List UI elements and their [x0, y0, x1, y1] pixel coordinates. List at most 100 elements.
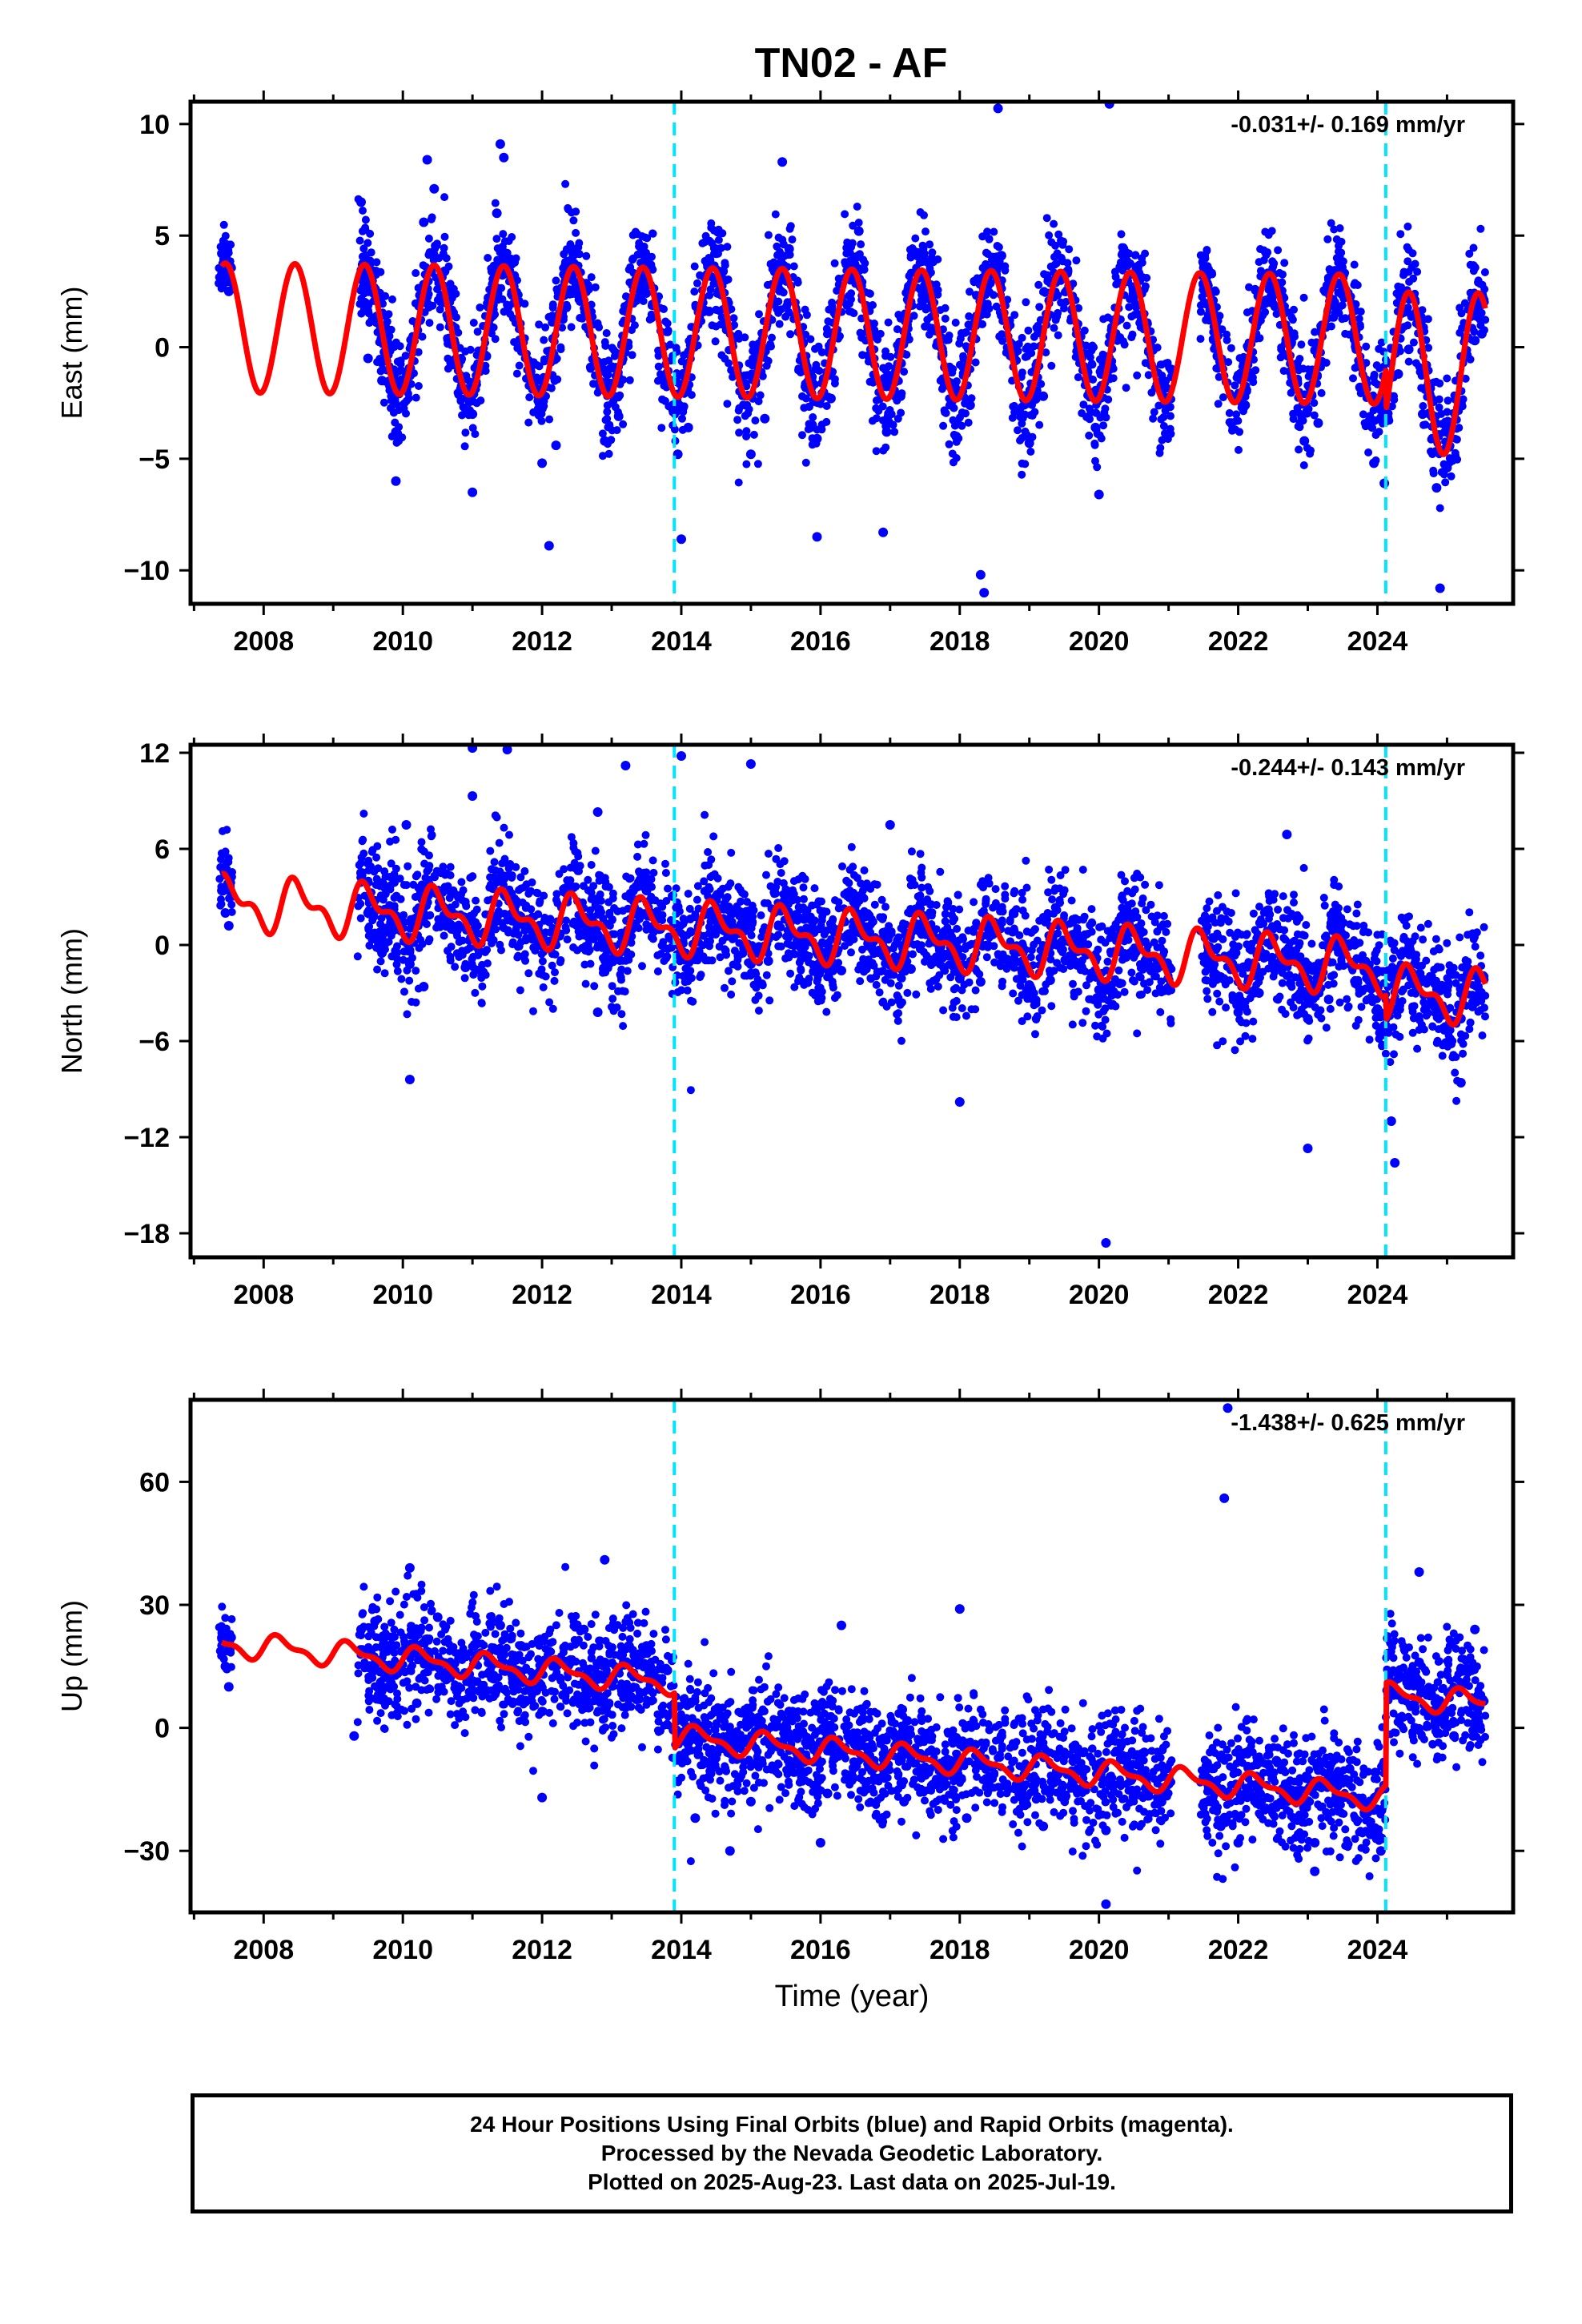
- data-point: [617, 1010, 626, 1019]
- data-point: [1203, 995, 1212, 1003]
- data-point: [604, 370, 612, 379]
- data-point: [970, 898, 978, 907]
- x-tick-label: 2014: [651, 626, 712, 657]
- data-point: [955, 360, 964, 369]
- data-point: [701, 810, 709, 819]
- data-point: [536, 399, 544, 408]
- data-point: [878, 527, 889, 537]
- data-point: [582, 251, 591, 260]
- data-point: [1287, 313, 1296, 322]
- data-point: [365, 319, 374, 328]
- data-point: [1072, 256, 1081, 265]
- data-point: [1435, 395, 1443, 404]
- data-point: [755, 310, 763, 319]
- data-point: [1158, 436, 1166, 444]
- data-point: [857, 240, 865, 249]
- data-point: [419, 261, 428, 270]
- data-point: [894, 311, 903, 319]
- data-point: [377, 376, 387, 386]
- data-point: [993, 103, 1003, 114]
- data-point: [366, 229, 375, 238]
- data-point: [711, 337, 720, 346]
- data-point: [758, 372, 767, 380]
- data-point: [612, 426, 621, 435]
- data-point: [505, 830, 513, 839]
- data-point: [834, 274, 843, 283]
- data-point: [893, 414, 902, 423]
- data-point: [677, 986, 686, 995]
- data-point: [966, 287, 974, 296]
- data-point: [745, 372, 754, 380]
- data-point: [1326, 1004, 1335, 1013]
- data-point: [1408, 249, 1417, 258]
- data-point: [812, 433, 822, 444]
- data-point: [664, 884, 672, 893]
- data-point: [400, 399, 409, 407]
- data-point: [1053, 312, 1062, 321]
- data-point: [1008, 413, 1017, 422]
- data-point: [1435, 583, 1445, 593]
- data-point: [1310, 411, 1319, 420]
- data-point: [1127, 899, 1136, 908]
- data-point: [1014, 340, 1023, 348]
- data-point: [603, 414, 612, 423]
- data-point: [1416, 923, 1425, 932]
- data-point: [529, 408, 538, 416]
- data-point: [774, 297, 783, 306]
- data-point: [741, 333, 749, 342]
- data-point: [388, 295, 396, 304]
- data-point: [1413, 267, 1422, 276]
- data-point: [505, 258, 514, 266]
- data-point: [934, 290, 942, 299]
- data-point: [815, 367, 824, 375]
- data-point: [1166, 412, 1174, 420]
- data-point: [1303, 1036, 1312, 1045]
- y-tick-label: 0: [155, 333, 170, 364]
- data-point: [1097, 364, 1105, 373]
- data-point: [581, 979, 590, 988]
- data-point: [1332, 235, 1341, 243]
- data-point: [932, 280, 941, 289]
- data-point: [414, 348, 423, 356]
- data-point: [569, 275, 578, 284]
- data-point: [784, 243, 794, 254]
- data-point: [962, 1011, 970, 1020]
- data-point: [712, 306, 721, 314]
- data-point: [778, 235, 787, 244]
- data-point: [442, 254, 451, 263]
- data-point: [544, 541, 554, 551]
- data-point: [1466, 288, 1475, 297]
- data-point: [1149, 414, 1158, 423]
- data-point: [1478, 1031, 1487, 1039]
- data-point: [1326, 267, 1335, 275]
- data-point: [893, 341, 901, 349]
- data-point: [1018, 402, 1026, 411]
- data-point: [1435, 403, 1443, 412]
- data-point: [926, 240, 934, 249]
- data-point: [1088, 360, 1097, 369]
- data-point: [477, 999, 486, 1007]
- data-point: [878, 402, 887, 411]
- data-point: [1423, 315, 1432, 324]
- data-point: [402, 881, 411, 890]
- data-point: [1024, 326, 1033, 335]
- data-point: [813, 425, 821, 434]
- data-point: [556, 343, 565, 352]
- data-point: [1042, 214, 1051, 223]
- data-point: [358, 252, 367, 261]
- data-point: [1035, 303, 1044, 312]
- data-point: [1456, 304, 1464, 312]
- data-point: [941, 910, 950, 919]
- data-point: [1456, 328, 1464, 337]
- data-point: [938, 384, 946, 393]
- data-point: [1293, 358, 1302, 367]
- data-point: [550, 376, 559, 384]
- data-point: [991, 885, 1000, 894]
- data-point: [1018, 470, 1026, 479]
- data-point: [1215, 372, 1223, 381]
- data-point: [1198, 292, 1207, 301]
- data-point: [885, 362, 893, 371]
- data-point: [1343, 995, 1351, 1003]
- data-point: [1127, 312, 1136, 321]
- data-point: [812, 532, 822, 542]
